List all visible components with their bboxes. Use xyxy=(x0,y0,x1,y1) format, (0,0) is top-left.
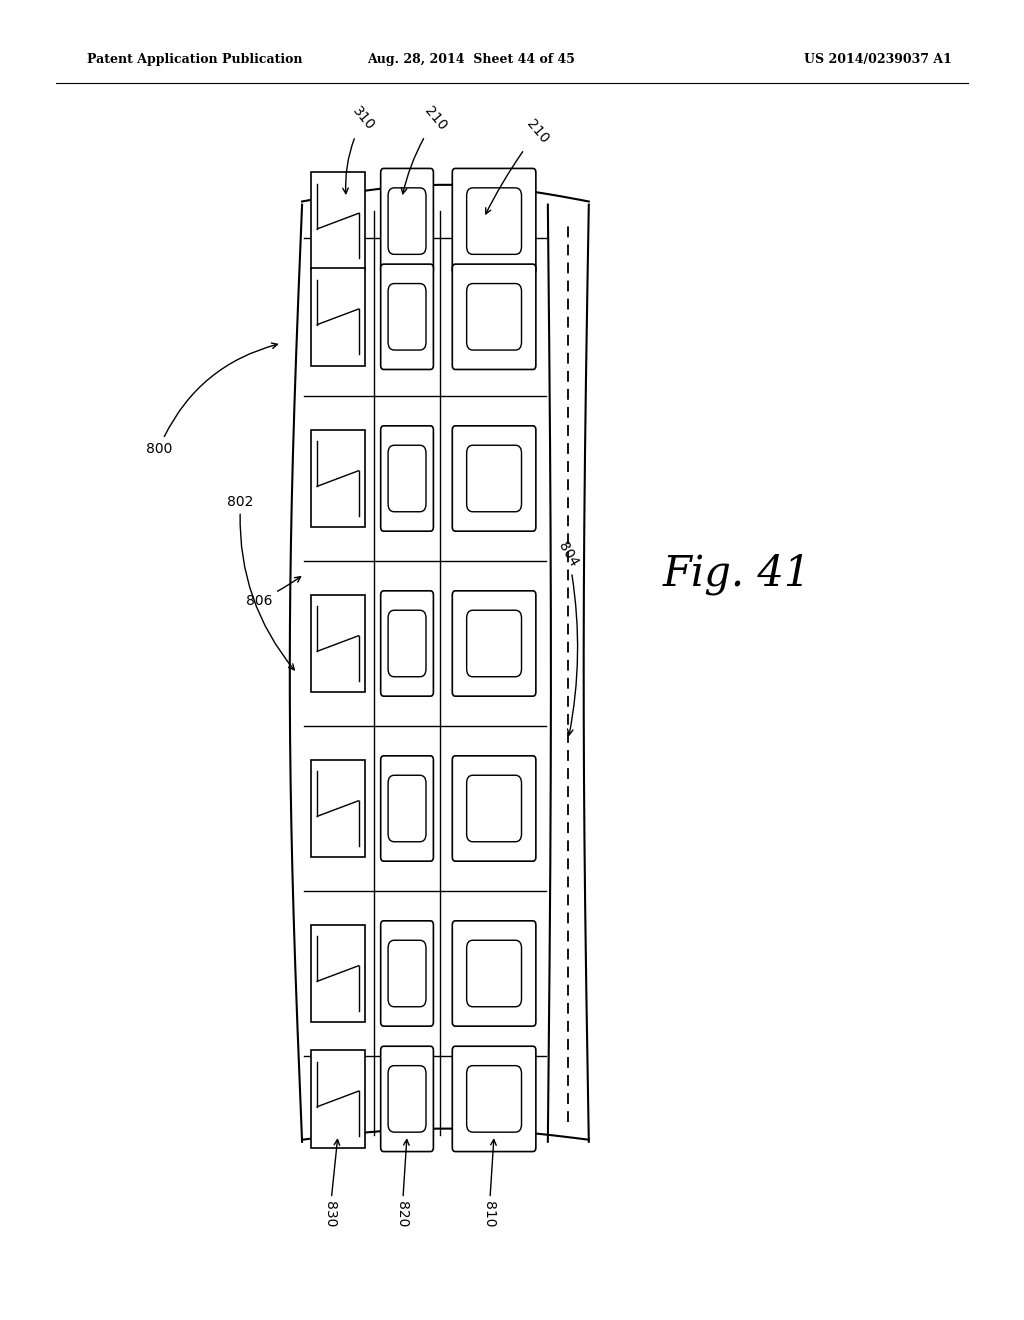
Text: 806: 806 xyxy=(246,577,301,607)
FancyBboxPatch shape xyxy=(467,1065,521,1133)
Text: Patent Application Publication: Patent Application Publication xyxy=(87,53,302,66)
FancyBboxPatch shape xyxy=(388,610,426,677)
Text: 820: 820 xyxy=(395,1139,410,1228)
FancyBboxPatch shape xyxy=(381,1047,433,1151)
FancyBboxPatch shape xyxy=(467,284,521,350)
FancyBboxPatch shape xyxy=(388,445,426,512)
FancyBboxPatch shape xyxy=(467,187,521,255)
Bar xyxy=(310,760,366,857)
Text: 804: 804 xyxy=(556,540,581,735)
FancyBboxPatch shape xyxy=(381,426,433,531)
FancyBboxPatch shape xyxy=(388,940,426,1007)
Bar xyxy=(310,268,366,366)
FancyBboxPatch shape xyxy=(381,591,433,696)
FancyBboxPatch shape xyxy=(388,187,426,255)
Text: 310: 310 xyxy=(343,104,378,194)
Bar xyxy=(310,595,366,692)
FancyBboxPatch shape xyxy=(453,264,536,370)
FancyBboxPatch shape xyxy=(453,591,536,696)
FancyBboxPatch shape xyxy=(453,756,536,861)
FancyBboxPatch shape xyxy=(453,426,536,531)
Bar xyxy=(310,925,366,1022)
FancyBboxPatch shape xyxy=(467,445,521,512)
Text: 210: 210 xyxy=(401,104,450,194)
FancyBboxPatch shape xyxy=(453,1047,536,1151)
Text: 802: 802 xyxy=(227,495,294,669)
Bar xyxy=(310,1051,366,1147)
Text: Fig. 41: Fig. 41 xyxy=(664,553,811,595)
Text: Aug. 28, 2014  Sheet 44 of 45: Aug. 28, 2014 Sheet 44 of 45 xyxy=(367,53,575,66)
FancyBboxPatch shape xyxy=(388,775,426,842)
Text: 800: 800 xyxy=(145,343,278,455)
FancyBboxPatch shape xyxy=(381,921,433,1026)
FancyBboxPatch shape xyxy=(453,169,536,273)
Text: 810: 810 xyxy=(482,1139,497,1228)
Text: US 2014/0239037 A1: US 2014/0239037 A1 xyxy=(805,53,952,66)
FancyBboxPatch shape xyxy=(381,169,433,273)
FancyBboxPatch shape xyxy=(467,940,521,1007)
FancyBboxPatch shape xyxy=(467,610,521,677)
Bar xyxy=(310,430,366,527)
FancyBboxPatch shape xyxy=(381,264,433,370)
FancyBboxPatch shape xyxy=(453,921,536,1026)
FancyBboxPatch shape xyxy=(388,1065,426,1133)
FancyBboxPatch shape xyxy=(381,756,433,861)
Text: 210: 210 xyxy=(485,117,551,214)
FancyBboxPatch shape xyxy=(467,775,521,842)
FancyBboxPatch shape xyxy=(388,284,426,350)
Text: 830: 830 xyxy=(323,1139,340,1228)
Bar xyxy=(310,173,366,269)
